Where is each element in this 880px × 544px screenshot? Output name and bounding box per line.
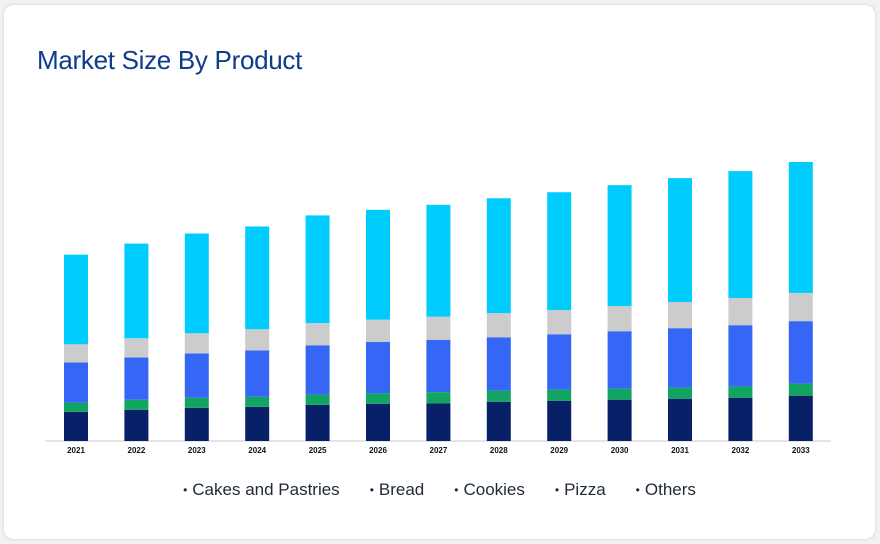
bar-segment-cookies-2030 — [607, 306, 632, 332]
bar-segment-bread-2029 — [547, 334, 572, 390]
legend-label: Pizza — [564, 480, 606, 499]
bar-segment-pizza-2031 — [668, 387, 692, 399]
legend-item-pizza: • Pizza — [555, 480, 606, 500]
x-tick-labels: 2021 2022 2023 2024 2025 2026 2027 2028 2029 2030… — [67, 446, 810, 455]
bar-segment-others-2028 — [486, 401, 511, 441]
bar-segment-bread-2027 — [426, 339, 451, 393]
bar-segment-pizza-2023 — [184, 397, 209, 408]
bar-segment-others-2027 — [426, 403, 451, 441]
legend-bullet-icon: • — [454, 483, 459, 497]
chart-title: Market Size By Product — [37, 45, 303, 75]
bar-segment-bread-2021 — [64, 362, 88, 403]
x-tick-label-2029: 2029 — [550, 446, 568, 455]
bar-segment-others-2021 — [64, 411, 88, 441]
bar-segment-others-2030 — [607, 399, 632, 441]
bar-segment-cookies-2033 — [788, 292, 813, 322]
x-tick-label-2024: 2024 — [248, 446, 266, 455]
x-tick-label-2025: 2025 — [309, 446, 327, 455]
bar-segment-others-2025 — [305, 404, 330, 441]
bar-segment-cakes-and-pastries-2028 — [486, 198, 511, 314]
bar-segment-others-2029 — [547, 400, 572, 441]
bar-segment-others-2024 — [245, 406, 270, 441]
bar-segment-cookies-2024 — [245, 329, 270, 351]
bar-segment-pizza-2030 — [607, 388, 632, 400]
x-tick-label-2023: 2023 — [188, 446, 206, 455]
bar-segment-pizza-2028 — [486, 390, 511, 402]
bar-segment-pizza-2032 — [728, 386, 753, 398]
bar-segment-bread-2033 — [788, 321, 813, 384]
bar-segment-cakes-and-pastries-2033 — [788, 162, 813, 293]
x-tick-label-2022: 2022 — [128, 446, 146, 455]
bar-segment-bread-2028 — [486, 337, 511, 391]
bar-segment-cakes-and-pastries-2027 — [426, 204, 451, 317]
bar-segment-pizza-2029 — [547, 389, 572, 401]
bar-segment-cakes-and-pastries-2023 — [184, 233, 209, 334]
bar-segment-pizza-2033 — [788, 383, 813, 396]
legend-item-others: • Others — [636, 480, 696, 500]
bar-chart: 2021 2022 2023 2024 2025 2026 2027 2028 2029 2030… — [45, 162, 831, 455]
bar-segment-bread-2024 — [245, 350, 270, 397]
bar-segment-bread-2025 — [305, 345, 330, 395]
bar-segment-cakes-and-pastries-2032 — [728, 171, 753, 298]
bar-segment-pizza-2022 — [124, 399, 149, 410]
legend-item-cakes-and-pastries: • Cakes and Pastries — [183, 480, 340, 500]
x-tick-label-2021: 2021 — [67, 446, 85, 455]
x-tick-label-2033: 2033 — [792, 446, 810, 455]
bar-segment-pizza-2021 — [64, 402, 88, 412]
x-tick-label-2030: 2030 — [611, 446, 629, 455]
bar-segment-pizza-2025 — [305, 394, 330, 405]
legend-bullet-icon: • — [635, 483, 640, 497]
legend-label: Others — [644, 480, 696, 499]
legend-item-cookies: • Cookies — [454, 480, 525, 500]
chart-card: Market Size By Product 2021 2022 2023 2024 2… — [4, 5, 875, 539]
bar-segment-bread-2026 — [366, 341, 390, 394]
bar-segment-cakes-and-pastries-2025 — [305, 215, 330, 324]
bar-segment-others-2026 — [366, 403, 390, 441]
bars-group — [64, 162, 813, 441]
legend-bullet-icon: • — [183, 483, 188, 497]
bar-segment-cookies-2021 — [64, 344, 88, 363]
bar-segment-cookies-2031 — [668, 302, 692, 329]
bar-segment-bread-2022 — [124, 357, 149, 400]
legend-label: Cookies — [463, 480, 525, 499]
legend-item-bread: • Bread — [370, 480, 425, 500]
bar-segment-cakes-and-pastries-2030 — [607, 185, 632, 307]
bar-segment-cookies-2026 — [366, 319, 390, 342]
bar-segment-cakes-and-pastries-2031 — [668, 178, 692, 303]
bar-segment-bread-2031 — [668, 328, 692, 388]
bar-segment-cookies-2023 — [184, 333, 209, 354]
legend-bullet-icon: • — [369, 483, 374, 497]
x-tick-label-2028: 2028 — [490, 446, 508, 455]
x-tick-label-2027: 2027 — [430, 446, 448, 455]
bar-segment-others-2031 — [668, 398, 692, 441]
bar-segment-cakes-and-pastries-2022 — [124, 243, 149, 339]
bar-segment-cakes-and-pastries-2026 — [366, 209, 390, 320]
bar-segment-cakes-and-pastries-2024 — [245, 226, 270, 330]
bar-segment-cookies-2032 — [728, 297, 753, 326]
bar-segment-others-2032 — [728, 397, 753, 441]
bar-segment-others-2023 — [184, 407, 209, 441]
bar-segment-bread-2032 — [728, 325, 753, 387]
legend: • Cakes and Pastries • Bread • Cookies •… — [4, 480, 875, 500]
bar-segment-cookies-2025 — [305, 323, 330, 346]
x-tick-label-2031: 2031 — [671, 446, 689, 455]
bar-segment-cookies-2027 — [426, 316, 451, 340]
bar-segment-cookies-2029 — [547, 310, 572, 335]
bar-segment-cookies-2028 — [486, 313, 511, 338]
bar-segment-others-2033 — [788, 395, 813, 441]
legend-label: Cakes and Pastries — [192, 480, 340, 499]
bar-segment-pizza-2026 — [366, 393, 390, 404]
bar-segment-pizza-2024 — [245, 396, 270, 407]
x-tick-label-2032: 2032 — [732, 446, 750, 455]
bar-segment-bread-2023 — [184, 353, 209, 398]
bar-segment-cakes-and-pastries-2021 — [64, 254, 88, 345]
x-tick-label-2026: 2026 — [369, 446, 387, 455]
legend-label: Bread — [378, 480, 425, 499]
bar-segment-cakes-and-pastries-2029 — [547, 192, 572, 311]
bar-segment-bread-2030 — [607, 331, 632, 389]
bar-segment-cookies-2022 — [124, 338, 149, 358]
bar-segment-pizza-2027 — [426, 392, 451, 404]
bar-segment-others-2022 — [124, 409, 149, 441]
legend-bullet-icon: • — [554, 483, 560, 497]
